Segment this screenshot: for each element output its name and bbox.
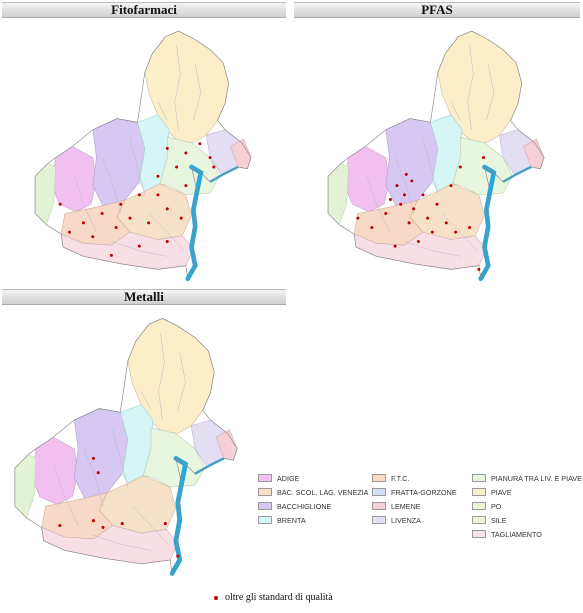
legend-swatch	[258, 502, 272, 510]
panel-title-metalli: Metalli	[2, 289, 286, 305]
map-pfas	[294, 18, 580, 288]
legend-swatch	[258, 474, 272, 482]
legend-item-bacchiglione: BACCHIGLIONE	[258, 500, 331, 512]
legend-swatch	[472, 488, 486, 496]
legend-swatch	[372, 502, 386, 510]
legend-label: BAC. SCOL. LAG. VENEZIA	[277, 487, 369, 497]
legend-swatch	[472, 516, 486, 524]
legend-item-bac-scol: BAC. SCOL. LAG. VENEZIA	[258, 486, 368, 498]
panel-title-pfas: PFAS	[294, 2, 580, 18]
legend-item-sile: SILE	[472, 514, 507, 526]
legend-swatch	[472, 502, 486, 510]
legend-item-tagliamento: TAGLIAMENTO	[472, 528, 542, 540]
legend-item-lemene: LEMENE	[372, 500, 421, 512]
legend-label: ADIGE	[277, 473, 300, 483]
legend-label: PIANURA TRA LIV. E PIAVE	[491, 473, 582, 483]
legend-label: LIVENZA	[391, 515, 421, 525]
footnote-text: oltre gli standard di qualità	[225, 592, 333, 603]
legend-item-ftc: F.T.C.	[372, 472, 409, 484]
marker-dot-icon	[214, 595, 218, 600]
legend-swatch	[372, 488, 386, 496]
legend-swatch	[472, 530, 486, 538]
legend-item-fratta: FRATTA-GORZONE	[372, 486, 457, 498]
legend-swatch	[258, 516, 272, 524]
legend-label: SILE	[491, 515, 507, 525]
exceedance-points-fitofarmaci	[58, 142, 216, 257]
panel-title-fitofarmaci: Fitofarmaci	[2, 2, 286, 18]
legend-item-brenta: BRENTA	[258, 514, 306, 526]
exceedance-points-metalli	[58, 456, 180, 558]
map-metalli	[2, 305, 252, 583]
map-fitofarmaci	[2, 18, 286, 288]
legend-item-po: PO	[472, 500, 501, 512]
legend-swatch	[472, 474, 486, 482]
legend-label: BRENTA	[277, 515, 306, 525]
exceedance-points-pfas	[356, 156, 486, 271]
legend-label: FRATTA-GORZONE	[391, 487, 457, 497]
legend-item-pianura: PIANURA TRA LIV. E PIAVE	[472, 472, 582, 484]
legend-swatch	[372, 474, 386, 482]
legend-swatch	[258, 488, 272, 496]
legend-label: F.T.C.	[391, 473, 410, 483]
legend-label: BACCHIGLIONE	[277, 501, 332, 511]
legend-item-piave: PIAVE	[472, 486, 512, 498]
legend-label: PO	[491, 501, 502, 511]
legend-label: PIAVE	[491, 487, 512, 497]
legend-swatch	[372, 516, 386, 524]
legend-item-livenza: LIVENZA	[372, 514, 421, 526]
legend-label: TAGLIAMENTO	[491, 529, 542, 539]
legend-label: LEMENE	[391, 501, 421, 511]
legend: ADIGE BAC. SCOL. LAG. VENEZIA BACCHIGLIO…	[258, 472, 582, 542]
footnote: oltre gli standard di qualità	[214, 592, 333, 603]
legend-item-adige: ADIGE	[258, 472, 299, 484]
